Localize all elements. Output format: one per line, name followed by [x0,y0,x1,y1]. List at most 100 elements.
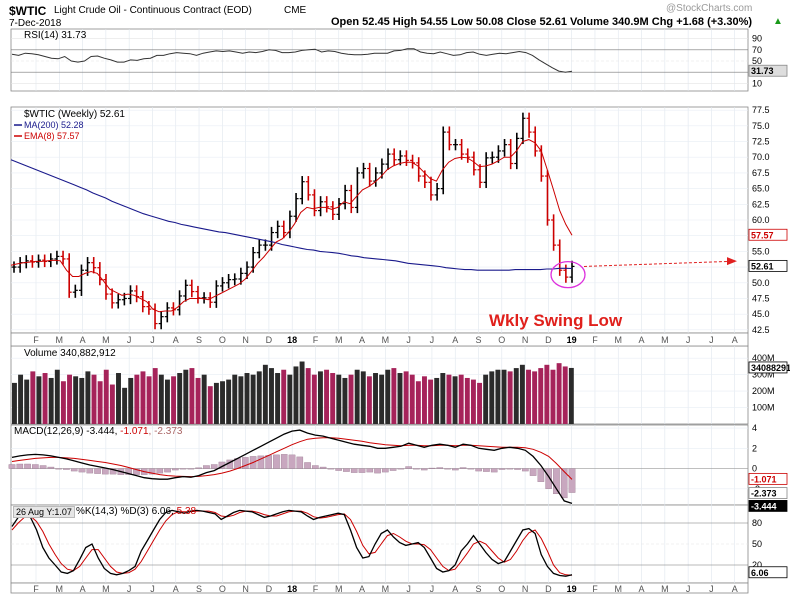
x-tick-label-bottom: D [545,584,552,594]
volume-bar [422,376,427,424]
macd-histogram-bar [280,454,288,469]
macd-histogram-bar [102,468,109,475]
x-tick-label-bottom: A [732,584,738,594]
ma200-label: MA(200) 52.28 [24,120,84,130]
x-tick-label-bottom: J [406,584,411,594]
volume-bar [342,377,348,424]
macd-signal-value: -1.071 [120,426,149,437]
rsi-tick-label: 90 [752,34,762,44]
x-tick-label-bottom: A [173,584,179,594]
macd-histogram-bar [133,468,140,475]
macd-histogram-bar [55,468,62,470]
x-tick-label-bottom: N [522,584,529,594]
macd-histogram-bar [374,468,381,474]
x-tick-label-bottom: S [476,584,482,594]
x-tick-label-bottom: F [313,584,319,594]
x-tick-label-top: A [639,335,645,345]
x-tick-label-top: J [430,335,435,345]
volume-bar [379,374,385,424]
macd-histogram-bar [506,468,514,470]
macd-histogram-bar [257,455,265,469]
price-tick-label: 67.5 [752,168,770,178]
volume-bar [458,374,464,424]
x-tick-label-top: S [476,335,482,345]
x-tick-label-bottom: 18 [287,584,297,594]
macd-histogram-bar [335,468,342,471]
x-tick-label-bottom: O [219,584,226,594]
macd-histogram-bar [94,468,101,474]
volume-bar [171,376,177,424]
volume-bar [244,373,250,424]
macd-tick-label: 2 [752,443,757,453]
volume-bar [60,381,66,424]
wkly-swing-low-annotation: Wkly Swing Low [489,311,623,330]
volume-bar [18,374,24,424]
x-tick-label-top: A [80,335,86,345]
volume-bar [513,368,519,424]
volume-bar [317,371,323,424]
x-tick-label-top: J [406,335,411,345]
volume-bar [409,374,415,424]
macd-histogram-bar [522,468,529,472]
macd-histogram-bar [16,463,24,469]
volume-bar [30,371,36,424]
macd-histogram-bar [156,468,164,474]
price-label: $WTIC (Weekly) 52.61 [24,109,125,120]
x-tick-label-bottom: D [266,584,273,594]
price-tick-label: 60.0 [752,215,770,225]
macd-signal-last-tag: -1.071 [751,474,777,484]
chart-date: 7-Dec-2018 [9,18,62,29]
macd-histogram-bar [459,467,467,469]
macd-histogram-bar [514,468,521,470]
x-tick-label-bottom: J [709,584,714,594]
macd-histogram-bar [397,468,405,470]
x-tick-label-bottom: M [56,584,64,594]
x-tick-label-top: 18 [287,335,297,345]
macd-histogram-bar [498,468,506,470]
volume-bar [397,373,403,424]
volume-bar [109,384,115,424]
x-tick-label-bottom: A [359,584,365,594]
macd-histogram-bar [490,468,498,473]
macd-hist-value: , -2.373 [148,426,183,437]
volume-bar [550,369,556,424]
macd-histogram-bar [413,468,420,470]
x-tick-label-bottom: M [102,584,110,594]
macd-histogram-bar [312,465,319,469]
macd-histogram-bar [452,468,459,471]
x-tick-label-top: N [522,335,529,345]
volume-bar [489,371,495,424]
volume-bar [177,373,183,424]
volume-bar [562,366,568,424]
macd-histogram-bar [343,468,350,472]
x-tick-label-top: 19 [567,335,577,345]
volume-bar [183,369,189,424]
volume-bar [526,369,531,424]
volume-bar [464,377,470,424]
macd-last-tag: -3.444 [751,501,777,511]
volume-bar [354,369,360,424]
macd-histogram-bar [203,465,210,469]
volume-bar [146,376,152,424]
price-last-value-tag: 52.61 [751,261,774,271]
volume-bar [532,371,538,424]
instrument-name: Light Crude Oil - Continuous Contract (E… [54,5,252,16]
macd-hist-last-tag-box [748,487,788,499]
volume-bar [281,369,287,424]
x-tick-label-top: M [335,335,343,345]
volume-bar [201,374,207,424]
macd-histogram-bar [436,467,444,469]
x-tick-label-bottom: A [452,584,458,594]
x-tick-label-top: J [686,335,691,345]
volume-bar [48,377,54,424]
macd-label: MACD(12,26,9) -3.444, -1.071, -2.373 [14,426,182,437]
macd-histogram-bar [389,468,397,471]
macd-tick-label: 4 [752,423,757,433]
macd-histogram-bar [78,468,86,473]
macd-histogram-bar [366,468,374,473]
volume-tick-label: 300M [752,370,775,380]
volume-bar [128,377,134,424]
x-tick-label-top: F [313,335,319,345]
stoch-tick-label: 50 [752,539,762,549]
